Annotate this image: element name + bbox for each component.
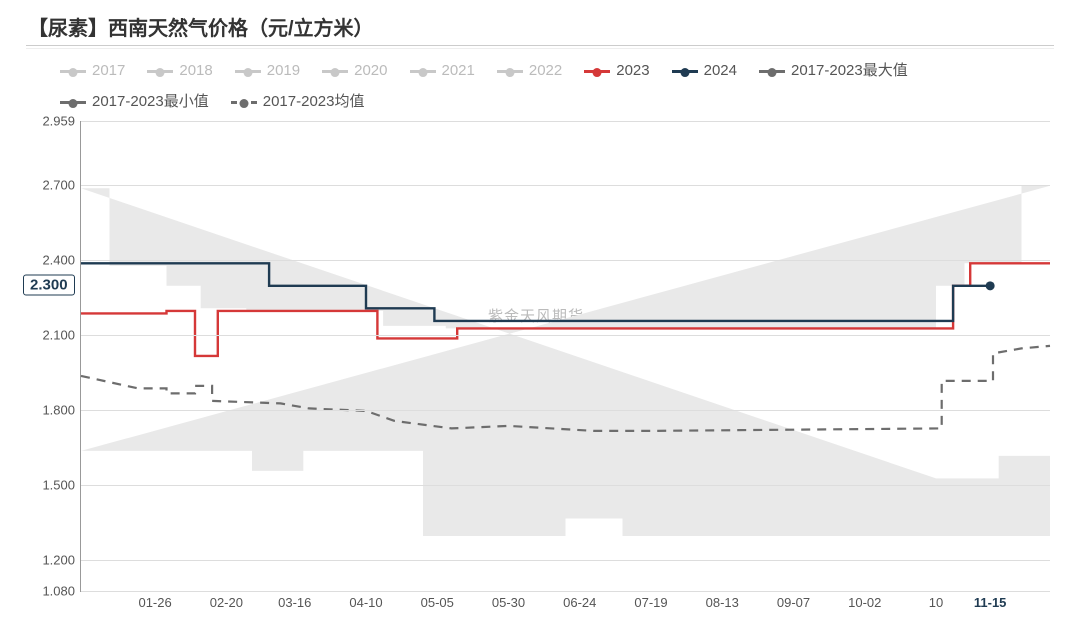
legend-item[interactable]: 2020	[322, 57, 387, 86]
legend-label: 2023	[616, 57, 649, 86]
legend-item[interactable]: 2017-2023最小值	[60, 88, 209, 117]
legend-item[interactable]: 2019	[235, 57, 300, 86]
y-tick-label: 1.500	[42, 478, 75, 493]
y-tick-label: 2.400	[42, 253, 75, 268]
y-tick-label: 2.100	[42, 328, 75, 343]
legend-label: 2017-2023均值	[263, 88, 365, 117]
x-tick-label: 08-13	[706, 595, 739, 610]
x-tick-label: 09-07	[777, 595, 810, 610]
gridline	[81, 485, 1050, 486]
y-callout-badge: 2.300	[23, 275, 75, 296]
gridline	[81, 121, 1050, 122]
x-tick-label: 10-02	[848, 595, 881, 610]
legend-item[interactable]: 2021	[410, 57, 475, 86]
gridline	[81, 591, 1050, 592]
legend-label: 2018	[179, 57, 212, 86]
gridline	[81, 410, 1050, 411]
gridline	[81, 185, 1050, 186]
legend-item[interactable]: 2017-2023均值	[231, 88, 365, 117]
title-underline	[26, 45, 1054, 49]
legend-label: 2017-2023最大值	[791, 57, 908, 86]
x-tick-label: 07-19	[634, 595, 667, 610]
x-tick-label: 02-20	[210, 595, 243, 610]
legend-item[interactable]: 2024	[672, 57, 737, 86]
y-tick-label: 1.800	[42, 403, 75, 418]
chart-title: 【尿素】西南天然气价格（元/立方米）	[28, 12, 1060, 41]
legend-label: 2024	[704, 57, 737, 86]
chart-plot-area: 2.300 紫金天风期货 2.9592.7002.4002.1001.8001.…	[80, 121, 1050, 592]
gridline	[81, 560, 1050, 561]
legend-label: 2017	[92, 57, 125, 86]
legend-item[interactable]: 2017	[60, 57, 125, 86]
legend-label: 2020	[354, 57, 387, 86]
x-tick-label: 01-26	[138, 595, 171, 610]
x-tick-label: 11-15	[974, 595, 1007, 610]
legend-label: 2019	[267, 57, 300, 86]
y-tick-label: 2.959	[42, 113, 75, 128]
x-tick-label: 10	[929, 595, 943, 610]
legend-label: 2017-2023最小值	[92, 88, 209, 117]
x-tick-label: 06-24	[563, 595, 596, 610]
legend-label: 2022	[529, 57, 562, 86]
y-tick-label: 1.080	[42, 583, 75, 598]
y-tick-label: 2.700	[42, 178, 75, 193]
legend-item[interactable]: 2023	[584, 57, 649, 86]
x-tick-label: 05-05	[421, 595, 454, 610]
x-tick-label: 05-30	[492, 595, 525, 610]
gridline	[81, 260, 1050, 261]
range-band	[81, 185, 1050, 535]
legend-label: 2021	[442, 57, 475, 86]
gridline	[81, 335, 1050, 336]
chart-svg-layer	[81, 121, 1050, 591]
chart-legend: 2017 2018 2019 2020 2021 2022 2023 2024 2017-202…	[60, 55, 1060, 117]
series-end-dot	[986, 281, 995, 290]
legend-item[interactable]: 2017-2023最大值	[759, 57, 908, 86]
legend-item[interactable]: 2022	[497, 57, 562, 86]
y-tick-label: 1.200	[42, 553, 75, 568]
legend-item[interactable]: 2018	[147, 57, 212, 86]
x-tick-label: 03-16	[278, 595, 311, 610]
x-tick-label: 04-10	[349, 595, 382, 610]
